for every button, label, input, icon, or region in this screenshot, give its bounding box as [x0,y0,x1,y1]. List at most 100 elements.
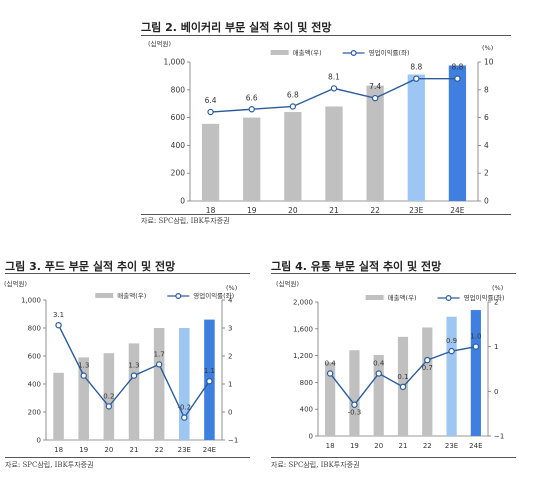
margin-data-label: 1.3 [128,362,139,370]
margin-point-23E [448,347,455,355]
left-tick-label: 0 [180,197,185,206]
margin-point-23E [413,75,420,82]
left-tick-label: 0 [37,437,41,445]
x-tick-label: 24E [469,442,482,450]
margin-point-20 [289,103,297,110]
legend-line-marker [175,293,182,300]
bar-22 [153,328,165,440]
x-tick-label: 20 [374,442,383,450]
bar-18 [201,123,220,201]
margin-point-24E [206,377,213,385]
bar-22 [422,327,433,436]
figure-2-chart: (십억원) (%)매출액(우) 영업이익률(좌)02004006008001,000… [148,39,494,214]
legend-line-marker [350,50,357,57]
left-tick-label: 1,200 [293,352,313,360]
figure-2-source: 자료: SPC삼립, IBK투자증권 [141,217,230,225]
margin-data-label: 1.1 [204,367,215,375]
legend-line-label: 영업이익률(좌) [464,293,505,302]
figure-2-title: 그림 2. 베이커리 부문 실적 추이 및 전망 [141,21,332,34]
legend-bar-swatch [95,293,114,298]
bar-19 [243,117,261,201]
figure-3-source: 자료: SPC삼립, IBK투자증권 [5,461,94,469]
margin-data-label: 6.6 [246,93,258,102]
x-tick-label: 22 [423,442,432,450]
legend-line-marker [445,295,452,302]
margin-data-label: 6.8 [287,90,299,99]
x-tick-label: 21 [329,206,339,214]
left-tick-label: 600 [171,113,186,122]
right-tick-label: 1 [494,343,498,351]
x-tick-label: 19 [350,442,359,450]
right-tick-label: 0 [228,409,232,417]
bar-23E [179,328,190,440]
x-tick-label: 18 [54,446,63,454]
right-unit-label: (%) [482,44,493,52]
figure-2-bottom-rule [141,214,511,215]
x-tick-label: 19 [79,446,88,454]
margin-data-label: 7.4 [369,82,381,91]
figure-3-bottom-rule [5,457,250,458]
right-tick-label: 1 [228,381,232,389]
bar-24E [448,65,467,201]
margin-point-20 [375,370,382,377]
margin-point-19 [80,372,87,379]
right-tick-label: 4 [484,141,489,150]
x-tick-label: 22 [155,446,164,454]
figure-4-chart: (십억원) (%) 매출액(우) 영업이익률(좌) 0 400 800 1,200 1,600 2… [276,279,505,450]
legend-line-label: 영업이익률(좌) [193,291,234,300]
margin-data-label: 0.7 [422,364,433,372]
margin-point-24E [472,343,480,350]
margin-data-label: 3.1 [53,311,64,319]
left-tick-label: 200 [28,409,41,417]
left-tick-label: 1,000 [164,58,186,67]
figure-4-source: 자료: SPC삼립, IBK투자증권 [271,461,360,469]
margin-point-19 [248,106,255,113]
margin-data-label: 8.8 [451,63,463,72]
margin-data-label: 1.0 [470,333,481,341]
x-tick-label: 23E [178,446,191,454]
right-tick-label: −1 [228,437,238,445]
margin-data-label: 8.1 [328,72,340,81]
bar-20 [373,354,384,436]
bar-21 [325,106,343,201]
x-tick-label: 23E [445,442,458,450]
left-unit-label: (십억원) [4,279,27,288]
x-tick-label: 20 [288,206,298,214]
bar-20 [103,353,115,440]
margin-data-label: 0.9 [446,337,457,345]
figure-3-top-rule [5,273,250,274]
bar-24E [470,310,481,436]
right-tick-label: 10 [484,58,494,67]
legend-bar-swatch [270,50,289,55]
x-tick-label: 19 [247,206,257,214]
left-tick-label: 400 [300,406,313,414]
legend-line-label: 영업이익률(좌) [369,48,410,57]
x-tick-label: 24E [203,446,216,454]
margin-data-label: 8.8 [410,63,422,72]
figure-4-title: 그림 4. 유통 부문 실적 추이 및 전망 [271,260,442,273]
x-tick-label: 21 [399,442,408,450]
right-tick-label: 2 [494,299,498,307]
bar-23E [407,74,425,201]
left-tick-label: 0 [309,433,313,441]
margin-data-label: 0.1 [397,373,408,381]
margin-point-24E [454,75,461,82]
margin-point-22 [371,94,379,102]
margin-point-19 [351,401,358,408]
bar-22 [366,85,384,201]
left-tick-label: 800 [28,325,41,333]
figure-4-bottom-rule [271,457,516,458]
left-tick-label: 400 [171,141,186,150]
x-tick-label: 22 [370,206,380,214]
legend-bar-label: 매출액(우) [117,291,146,300]
right-tick-label: 2 [228,353,232,361]
margin-data-label: -0.2 [177,404,191,412]
x-tick-label: 24E [450,206,465,214]
margin-point-21 [330,85,338,92]
bar-18 [53,372,64,440]
margin-point-23E [181,414,188,421]
margin-data-label: 6.4 [205,96,217,105]
margin-point-22 [155,361,163,368]
margin-point-18 [207,108,214,116]
margin-point-21 [399,383,407,391]
